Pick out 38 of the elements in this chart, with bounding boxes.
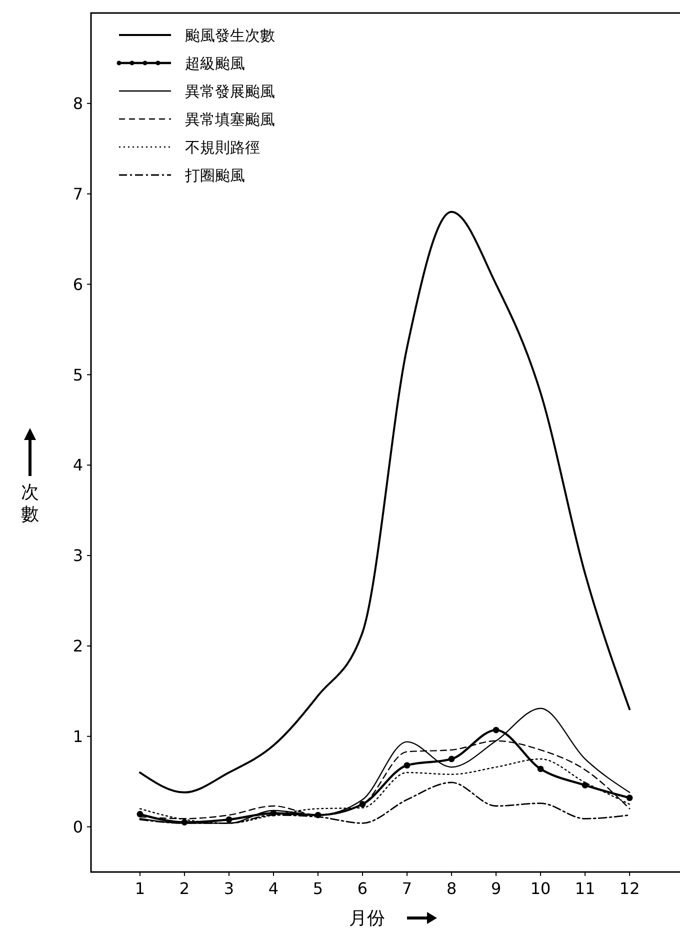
point — [492, 726, 500, 734]
x-tick-label: 1 — [134, 879, 146, 898]
y-tick-label: 3 — [72, 546, 83, 566]
legend-label: 颱風發生次數 — [185, 26, 275, 44]
legend-label: 不規則路徑 — [185, 138, 260, 156]
line-series — [138, 210, 631, 794]
x-tick-label: 9 — [490, 879, 502, 898]
x-axis-title: 月份 — [349, 908, 385, 929]
legend-label: 超級颱風 — [185, 54, 245, 72]
x-tick-label: 11 — [574, 879, 596, 898]
legend-label: 異常填塞颱風 — [185, 110, 275, 128]
y-axis-title: 次數 — [21, 482, 39, 525]
y-tick-label: 1 — [72, 726, 83, 746]
y-tick-label: 5 — [72, 365, 83, 384]
point — [136, 810, 144, 818]
legend-label: 異常發展颱風 — [185, 82, 275, 100]
x-tick-label: 7 — [402, 879, 412, 898]
x-tick-label: 2 — [179, 879, 190, 898]
x-tick-label: 3 — [224, 879, 234, 898]
x-tick-label: 5 — [312, 879, 324, 898]
x-tick-label: 12 — [619, 879, 640, 898]
y-tick-label: 2 — [72, 636, 83, 656]
y-tick-label: 0 — [72, 817, 83, 836]
point — [582, 782, 588, 788]
x-tick-label: 8 — [446, 879, 457, 898]
point — [537, 766, 544, 772]
y-tick-label: 4 — [72, 456, 83, 475]
y-tick-label: 8 — [72, 94, 83, 114]
point — [448, 756, 455, 762]
x-tick-label: 4 — [268, 879, 279, 898]
x-tick-label: 10 — [530, 879, 551, 898]
point — [226, 816, 232, 823]
legend-label: 打圈颱風 — [184, 166, 245, 184]
y-tick-label: 7 — [72, 184, 83, 204]
point — [404, 762, 410, 769]
point — [626, 794, 633, 802]
x-tick-label: 6 — [357, 879, 368, 898]
y-tick-label: 6 — [72, 274, 83, 294]
